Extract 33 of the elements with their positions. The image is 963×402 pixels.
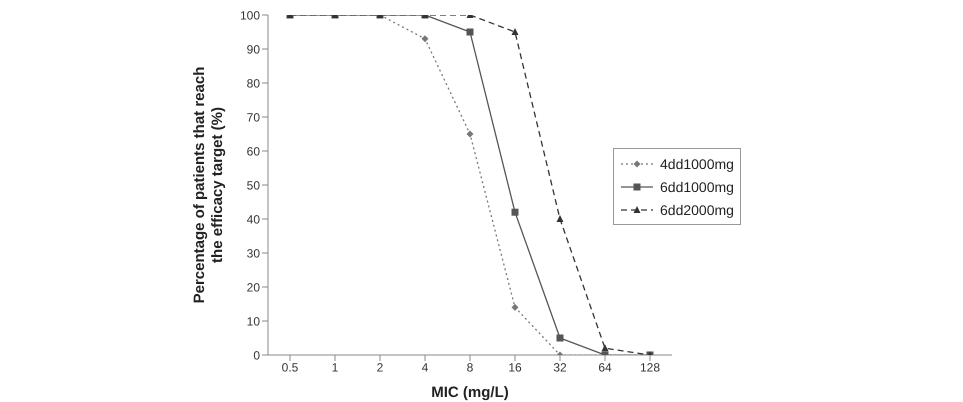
x-tick-label: 4 <box>422 360 429 375</box>
legend-label: 6dd2000mg <box>660 202 734 218</box>
x-tick-label: 8 <box>466 360 474 375</box>
point <box>602 344 608 352</box>
y-tick-label: 80 <box>246 76 260 90</box>
y-tick-label: 70 <box>246 110 260 124</box>
y-tick-label: 20 <box>246 280 260 294</box>
y-axis-title: Percentage of patients that reach the efficacy target (%) <box>191 66 226 304</box>
y-tick-label: 100 <box>240 8 260 22</box>
x-axis-title: MIC (mg/L) <box>431 384 509 401</box>
point <box>466 130 474 138</box>
y-tick-label: 10 <box>246 314 260 328</box>
y-tick-label: 0 <box>253 348 260 362</box>
legend-label: 6dd1000mg <box>660 178 734 194</box>
y-tick-label: 30 <box>246 246 260 260</box>
legend-label: 4dd1000mg <box>660 156 734 172</box>
x-tick-label: 64 <box>598 360 612 375</box>
point <box>512 304 518 311</box>
point <box>556 215 564 222</box>
x-tick-label: 32 <box>553 360 567 375</box>
x-tick-label: 16 <box>508 360 522 375</box>
y-tick-label: 50 <box>246 178 260 192</box>
point <box>512 208 518 216</box>
point <box>556 334 564 342</box>
x-tick-label: 1 <box>332 360 339 375</box>
y-tick-label: 60 <box>246 144 260 158</box>
x-tick-label: 0.5 <box>282 360 299 375</box>
x-tick-label: 128 <box>640 360 660 375</box>
point <box>422 35 428 42</box>
x-tick-label: 2 <box>376 360 384 375</box>
point <box>466 28 474 36</box>
y-tick-label: 40 <box>246 212 260 226</box>
y-tick-label: 90 <box>246 42 260 56</box>
